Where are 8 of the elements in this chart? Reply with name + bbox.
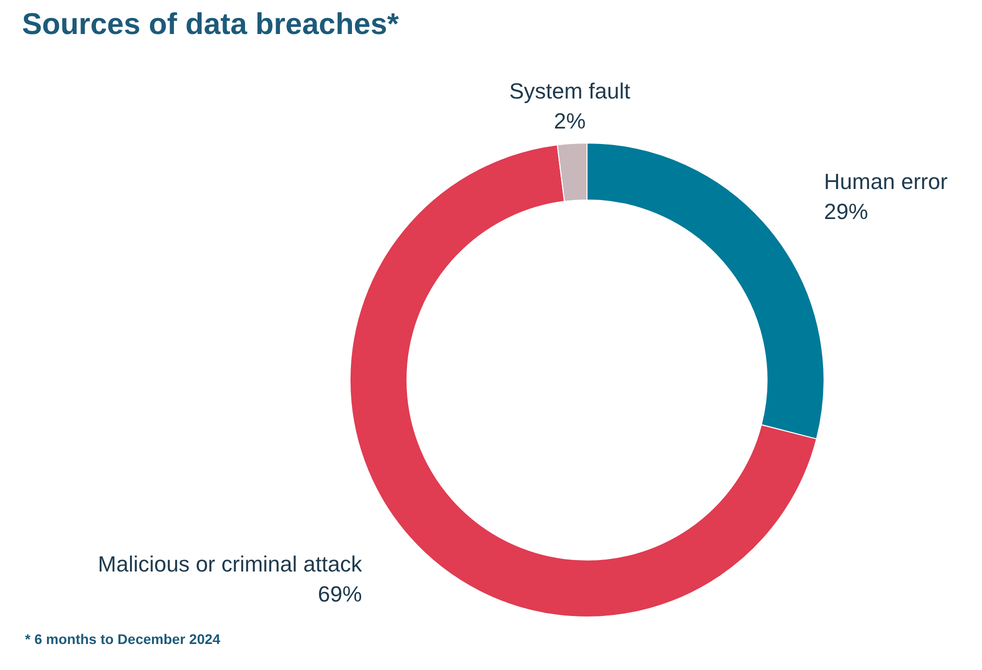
data-label: 69% bbox=[318, 581, 362, 606]
slice-label: Malicious or criminal attack bbox=[98, 551, 363, 576]
data-label: 2% bbox=[554, 108, 586, 134]
data-label: 29% bbox=[824, 199, 868, 224]
chart-title: Sources of data breaches* bbox=[22, 8, 400, 41]
text: * 6 months to December 2024 bbox=[25, 631, 221, 647]
slice-label: Human error bbox=[824, 169, 948, 194]
slice-label: System fault bbox=[509, 78, 630, 104]
